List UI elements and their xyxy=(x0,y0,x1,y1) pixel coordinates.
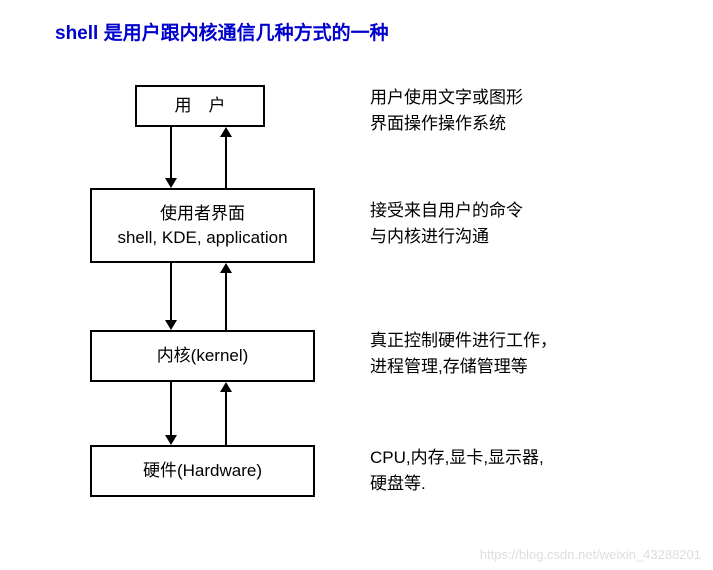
node-hardware-label: 硬件(Hardware) xyxy=(143,459,262,483)
desc-kernel-l2: 进程管理,存储管理等 xyxy=(370,354,557,380)
node-interface: 使用者界面 shell, KDE, application xyxy=(90,188,315,263)
node-kernel: 内核(kernel) xyxy=(90,330,315,382)
desc-user: 用户使用文字或图形 界面操作操作系统 xyxy=(370,85,523,136)
node-kernel-label: 内核(kernel) xyxy=(157,344,249,368)
edge-kernel-interface-up xyxy=(225,273,227,330)
desc-user-l2: 界面操作操作系统 xyxy=(370,111,523,137)
watermark-text: https://blog.csdn.net/weixin_43288201 xyxy=(480,547,701,562)
page-title: shell 是用户跟内核通信几种方式的一种 xyxy=(55,18,389,45)
edge-user-interface-down xyxy=(170,127,172,178)
node-interface-label2: shell, KDE, application xyxy=(117,226,287,250)
arrow-up-icon xyxy=(220,263,232,273)
node-hardware: 硬件(Hardware) xyxy=(90,445,315,497)
desc-kernel-l1: 真正控制硬件进行工作， xyxy=(370,328,557,354)
edge-interface-kernel-down xyxy=(170,263,172,320)
arrow-down-icon xyxy=(165,435,177,445)
edge-hardware-kernel-up xyxy=(225,392,227,445)
desc-user-l1: 用户使用文字或图形 xyxy=(370,85,523,111)
desc-interface-l1: 接受来自用户的命令 xyxy=(370,198,523,224)
desc-hardware-l2: 硬盘等. xyxy=(370,471,544,497)
arrow-down-icon xyxy=(165,178,177,188)
desc-hardware: CPU,内存,显卡,显示器, 硬盘等. xyxy=(370,445,544,496)
desc-hardware-l1: CPU,内存,显卡,显示器, xyxy=(370,445,544,471)
node-interface-label1: 使用者界面 xyxy=(160,202,245,226)
desc-interface: 接受来自用户的命令 与内核进行沟通 xyxy=(370,198,523,249)
node-user: 用 户 xyxy=(135,85,265,127)
arrow-down-icon xyxy=(165,320,177,330)
flowchart: 用 户 使用者界面 shell, KDE, application 内核(ker… xyxy=(50,70,670,550)
edge-interface-user-up xyxy=(225,137,227,188)
node-user-label: 用 户 xyxy=(175,94,226,118)
edge-kernel-hardware-down xyxy=(170,382,172,435)
desc-interface-l2: 与内核进行沟通 xyxy=(370,224,523,250)
arrow-up-icon xyxy=(220,382,232,392)
desc-kernel: 真正控制硬件进行工作， 进程管理,存储管理等 xyxy=(370,328,557,379)
arrow-up-icon xyxy=(220,127,232,137)
